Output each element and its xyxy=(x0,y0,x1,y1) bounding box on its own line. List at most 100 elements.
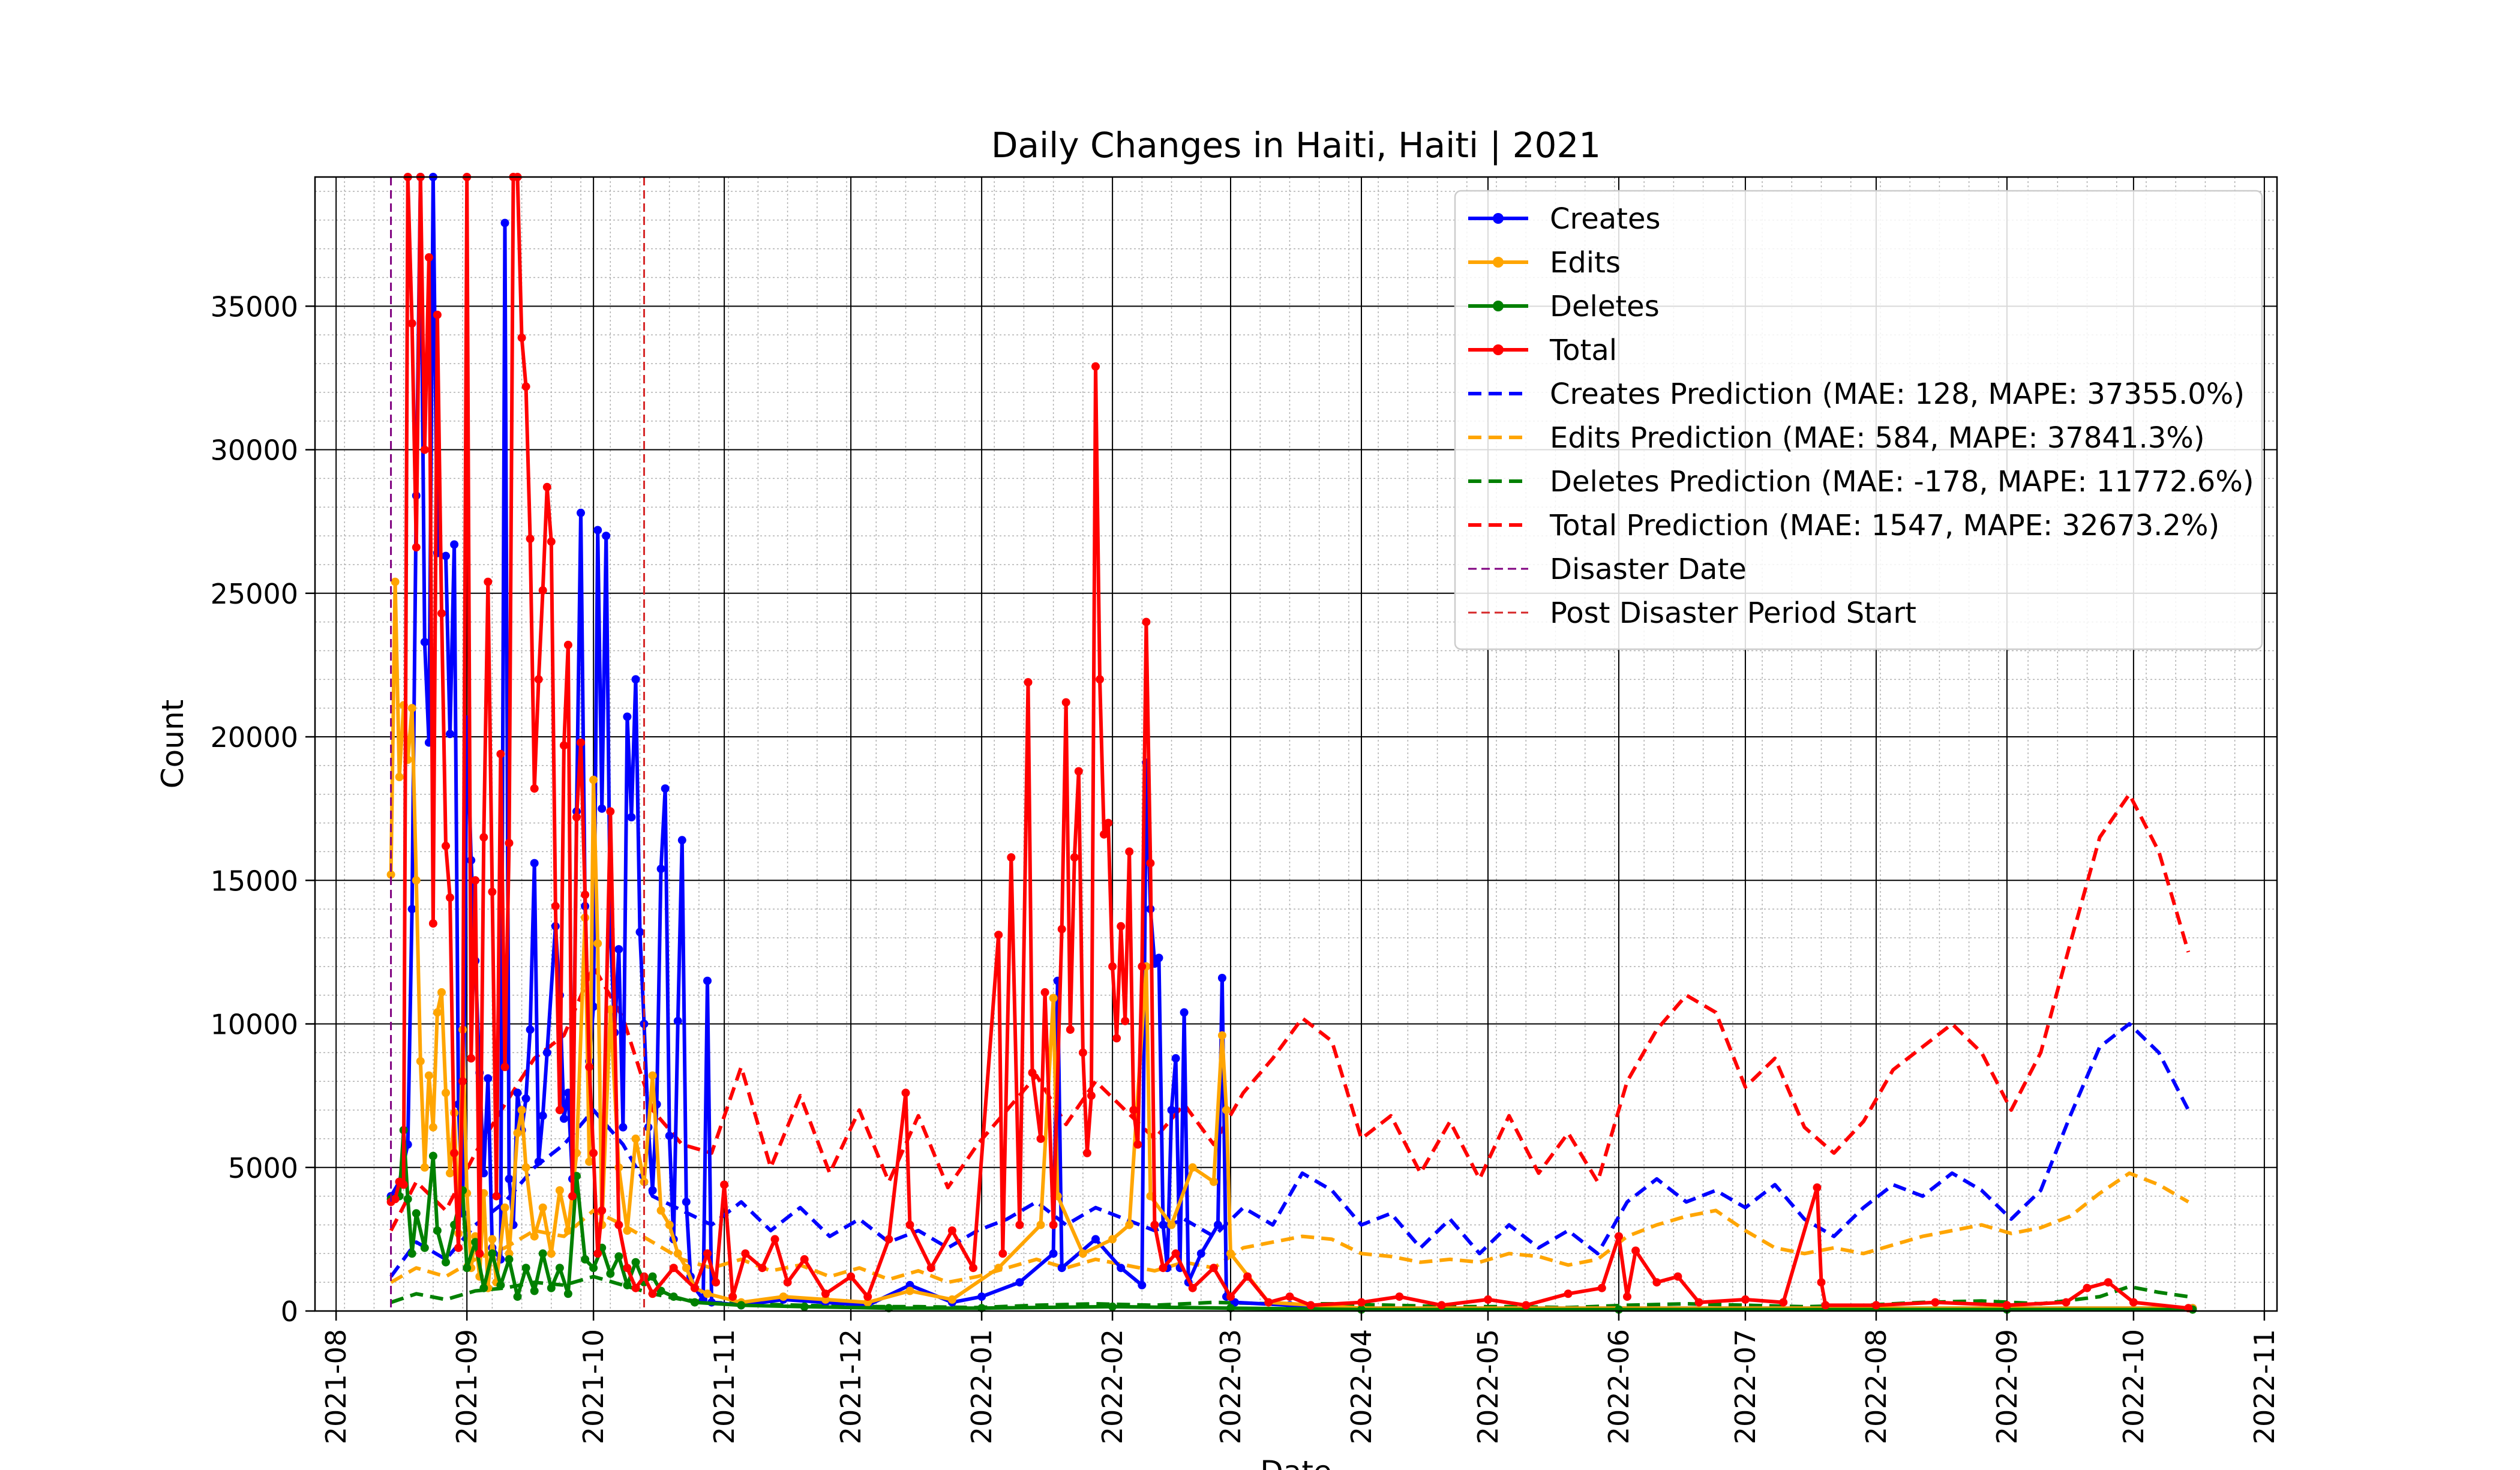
data-point-creates xyxy=(905,1280,914,1289)
data-point-total xyxy=(2104,1278,2113,1287)
data-point-total xyxy=(1631,1246,1640,1255)
data-point-total xyxy=(1138,962,1147,971)
data-point-edits xyxy=(530,1232,539,1241)
data-point-deletes xyxy=(1226,1304,1235,1313)
x-tick-label: 2021-09 xyxy=(451,1329,483,1444)
data-point-total xyxy=(1395,1292,1404,1301)
data-point-total xyxy=(1188,1283,1197,1292)
x-tick-label: 2022-05 xyxy=(1472,1329,1504,1444)
y-tick-label: 10000 xyxy=(211,1009,298,1041)
legend-box xyxy=(1454,190,2263,650)
data-point-edits xyxy=(648,1071,657,1080)
data-point-total xyxy=(758,1264,767,1273)
data-point-edits xyxy=(547,1249,556,1258)
x-tick-label: 2022-10 xyxy=(2117,1329,2150,1444)
data-point-edits xyxy=(521,1163,530,1172)
data-point-total xyxy=(1821,1301,1830,1310)
data-point-total xyxy=(1817,1278,1826,1287)
data-point-total xyxy=(998,1249,1007,1258)
data-point-total xyxy=(1437,1301,1446,1310)
data-point-creates xyxy=(631,675,640,684)
data-point-total xyxy=(530,784,539,793)
y-tick-label: 30000 xyxy=(211,434,298,467)
data-point-deletes xyxy=(884,1304,893,1313)
data-point-total xyxy=(1142,617,1151,626)
x-tick-label: 2021-12 xyxy=(835,1329,867,1444)
series-line-edits-prediction xyxy=(390,1171,2189,1285)
data-point-total xyxy=(420,445,429,454)
data-point-total xyxy=(2002,1301,2011,1310)
data-point-edits xyxy=(623,1226,632,1235)
data-point-total xyxy=(589,1148,598,1157)
data-point-deletes xyxy=(442,1258,450,1267)
data-point-deletes xyxy=(648,1272,657,1281)
x-tick-label: 2022-03 xyxy=(1214,1329,1247,1444)
data-point-total xyxy=(1121,1016,1130,1025)
data-point-creates xyxy=(500,218,509,227)
data-point-total xyxy=(475,1249,484,1258)
series-line-total xyxy=(389,175,2189,1310)
x-tick-label: 2022-09 xyxy=(1991,1329,2023,1444)
data-point-edits xyxy=(1125,1220,1134,1229)
x-tick-label: 2021-11 xyxy=(708,1329,740,1444)
legend-label-deletes: Deletes xyxy=(1550,290,1660,323)
data-point-total xyxy=(947,1226,956,1235)
data-point-deletes xyxy=(563,1289,572,1298)
data-point-deletes xyxy=(631,1258,640,1267)
data-point-edits xyxy=(437,988,446,997)
data-point-total xyxy=(728,1292,737,1301)
data-point-total xyxy=(703,1249,712,1258)
data-point-edits xyxy=(656,1206,665,1215)
series-line-edits xyxy=(389,580,2193,1310)
data-point-creates xyxy=(1049,1249,1058,1258)
data-point-creates xyxy=(1213,1220,1222,1229)
data-point-total xyxy=(1285,1292,1294,1301)
x-tick-label: 2022-07 xyxy=(1729,1329,1762,1444)
data-point-creates xyxy=(619,1123,628,1132)
x-tick-label: 2022-02 xyxy=(1096,1329,1129,1444)
data-point-edits xyxy=(682,1264,691,1273)
data-point-total xyxy=(1096,675,1104,684)
data-point-total xyxy=(547,537,556,546)
data-point-deletes xyxy=(496,1280,505,1289)
data-point-creates xyxy=(661,784,670,793)
data-point-total xyxy=(783,1278,792,1287)
y-tick-label: 5000 xyxy=(228,1152,298,1184)
data-point-creates xyxy=(1217,974,1226,982)
data-point-total xyxy=(1694,1298,1703,1307)
data-point-edits xyxy=(1108,1235,1117,1244)
data-point-total xyxy=(551,902,560,911)
data-point-edits xyxy=(905,1286,914,1295)
data-point-total xyxy=(526,534,535,543)
data-point-total xyxy=(1108,962,1117,971)
data-point-creates xyxy=(1154,953,1163,962)
x-tick-label: 2022-04 xyxy=(1345,1329,1378,1444)
data-point-deletes xyxy=(614,1252,623,1261)
data-point-total xyxy=(521,382,530,391)
data-point-creates xyxy=(442,551,450,560)
data-point-total xyxy=(433,310,442,319)
data-point-total xyxy=(2184,1304,2193,1313)
data-point-edits xyxy=(673,1249,682,1258)
data-point-total xyxy=(505,839,514,848)
data-point-edits xyxy=(1188,1163,1197,1172)
data-point-deletes xyxy=(428,1151,437,1160)
data-point-edits xyxy=(471,1232,480,1241)
data-point-total xyxy=(1066,1025,1075,1034)
data-point-total xyxy=(1074,767,1083,776)
data-point-creates xyxy=(1196,1249,1205,1258)
data-point-creates xyxy=(627,813,636,821)
data-point-total xyxy=(690,1283,699,1292)
data-point-total xyxy=(1082,1148,1091,1157)
data-point-edits xyxy=(1226,1249,1235,1258)
data-point-creates xyxy=(1057,1264,1066,1273)
data-point-total xyxy=(926,1264,935,1273)
data-point-total xyxy=(1007,853,1016,862)
data-point-creates xyxy=(614,945,623,954)
data-point-total xyxy=(863,1292,872,1301)
data-point-creates xyxy=(530,859,539,868)
data-point-creates xyxy=(513,1088,522,1097)
data-point-edits xyxy=(1209,1177,1218,1186)
y-tick-label: 20000 xyxy=(211,721,298,754)
data-point-total xyxy=(391,1195,400,1204)
